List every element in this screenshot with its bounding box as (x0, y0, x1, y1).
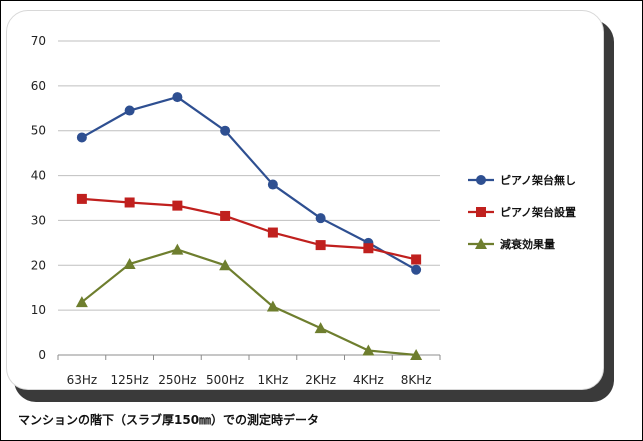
series-line (81, 95, 417, 271)
x-tick-label: 500Hz (206, 373, 244, 387)
data-point (171, 243, 184, 255)
data-point (76, 193, 87, 204)
data-point (411, 264, 422, 275)
legend-marker (475, 238, 487, 249)
x-tick-label: 250Hz (158, 373, 196, 387)
y-tick-label: 30 (31, 213, 46, 227)
data-point (219, 259, 232, 271)
y-tick-label: 70 (31, 34, 46, 48)
data-point (315, 213, 326, 224)
x-tick-label: 8KHz (401, 373, 432, 387)
series-group (75, 92, 423, 360)
data-point (267, 179, 278, 190)
y-tick-label: 20 (31, 258, 46, 272)
y-tick-label: 0 (38, 348, 46, 362)
data-point (267, 227, 278, 238)
legend-marker (476, 207, 486, 217)
data-point (362, 344, 375, 356)
series-2 (76, 193, 422, 265)
data-point (411, 254, 422, 265)
data-point (75, 296, 88, 308)
data-point (410, 349, 423, 360)
legend-entry: ピアノ架台設置 (468, 205, 576, 219)
data-point (76, 132, 87, 143)
series-1 (76, 92, 422, 275)
x-tick-label: 1KHz (257, 373, 288, 387)
x-tick-label: 63Hz (67, 373, 98, 387)
axes: 0 10 20 30 40 50 60 70 63Hz 125Hz 250Hz 500Hz 1KHz 2K… (31, 34, 441, 387)
series-3 (75, 243, 423, 360)
x-tick-label: 2KHz (305, 373, 336, 387)
data-point (363, 243, 374, 254)
data-point (315, 240, 326, 251)
series-line (81, 248, 417, 357)
x-tick-label: 4KHz (353, 373, 384, 387)
data-point (124, 197, 135, 208)
chart-caption: マンションの階下（スラブ厚150㎜）での測定時データ (18, 413, 320, 427)
data-point (314, 322, 327, 334)
x-tick-label: 125Hz (111, 373, 149, 387)
data-point (172, 200, 183, 211)
data-point (123, 257, 136, 269)
data-point (172, 92, 183, 103)
y-tick-label: 40 (31, 169, 46, 183)
data-point (124, 105, 135, 116)
legend-label: ピアノ架台無し (500, 173, 576, 187)
y-tick-label: 60 (31, 79, 46, 93)
data-point (220, 210, 231, 221)
legend-entry: ピアノ架台無し (468, 173, 576, 187)
y-tick-label: 10 (31, 303, 46, 317)
legend-label: ピアノ架台設置 (500, 205, 576, 219)
y-tick-label: 50 (31, 124, 46, 138)
legend-entry: 減衰効果量 (468, 237, 555, 251)
data-point (220, 125, 231, 136)
gridlines (58, 40, 440, 356)
data-point (266, 300, 279, 312)
legend-label: 減衰効果量 (500, 237, 555, 251)
legend-marker (476, 175, 486, 185)
series-line (81, 197, 417, 261)
